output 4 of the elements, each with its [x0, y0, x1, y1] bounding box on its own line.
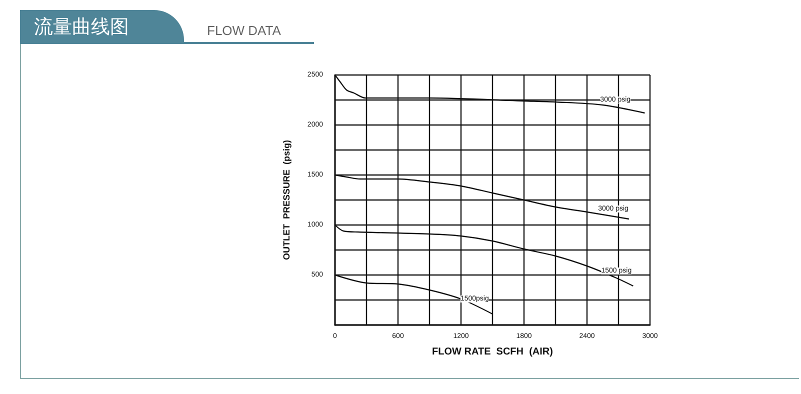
y-axis-title: OUTLET PRESSURE (psig)	[282, 140, 292, 260]
chart-subtitle: FLOW DATA	[207, 23, 281, 38]
text: 流量曲线图	[34, 15, 129, 40]
x-axis-title: FLOW RATE SCFH (AIR)	[432, 346, 553, 358]
